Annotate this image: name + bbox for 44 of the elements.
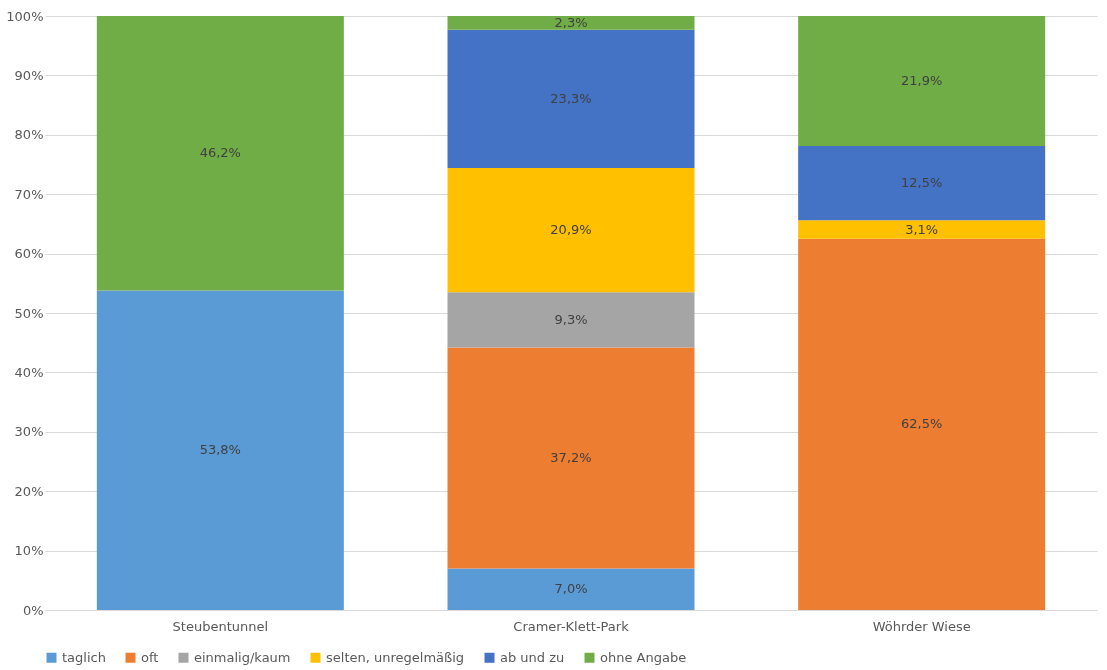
data-label: 20,9% xyxy=(550,222,592,238)
data-label: 7,0% xyxy=(554,581,588,597)
y-tick-label: 60% xyxy=(14,246,44,262)
bar xyxy=(798,146,1046,221)
y-tick-label: 70% xyxy=(14,186,44,202)
bar xyxy=(798,220,1046,239)
bar xyxy=(447,568,695,610)
data-label: 62,5% xyxy=(901,416,943,432)
bar xyxy=(96,16,344,291)
legend-label: oft xyxy=(141,649,159,665)
y-tick-label: 100% xyxy=(6,8,44,24)
bar xyxy=(447,16,695,30)
y-tick-label: 90% xyxy=(14,67,44,83)
y-tick-label: 20% xyxy=(14,483,44,499)
legend-label: selten, unregelmäßig xyxy=(326,649,465,665)
data-label: 53,8% xyxy=(199,442,241,458)
bar xyxy=(96,290,344,610)
x-tick-label: Steubentunnel xyxy=(172,618,269,634)
x-tick-label: Cramer-Klett-Park xyxy=(513,618,630,634)
y-tick-label: 30% xyxy=(14,424,44,440)
bar xyxy=(798,238,1046,610)
bar xyxy=(798,16,1046,147)
data-label: 9,3% xyxy=(554,311,588,327)
legend-label: einmalig/kaum xyxy=(194,649,291,665)
data-label: 2,3% xyxy=(554,14,588,30)
data-label: 23,3% xyxy=(550,90,592,106)
x-tick-label: Wöhrder Wiese xyxy=(872,618,971,634)
bar xyxy=(447,292,695,348)
y-tick-label: 40% xyxy=(14,364,44,380)
bar xyxy=(447,347,695,569)
data-label: 3,1% xyxy=(905,221,939,237)
data-label: 12,5% xyxy=(901,175,943,191)
legend-label: ab und zu xyxy=(500,649,565,665)
data-label: 37,2% xyxy=(550,449,592,465)
y-tick-label: 50% xyxy=(14,305,44,321)
bar xyxy=(447,168,695,293)
bar xyxy=(447,29,695,169)
legend-label: ohne Angabe xyxy=(600,649,687,665)
y-tick-label: 10% xyxy=(14,543,44,559)
data-label: 46,2% xyxy=(199,145,241,161)
data-label: 21,9% xyxy=(901,73,943,89)
y-tick-label: 0% xyxy=(22,602,44,618)
legend-label: taglich xyxy=(62,649,106,665)
y-tick-label: 80% xyxy=(14,127,44,143)
